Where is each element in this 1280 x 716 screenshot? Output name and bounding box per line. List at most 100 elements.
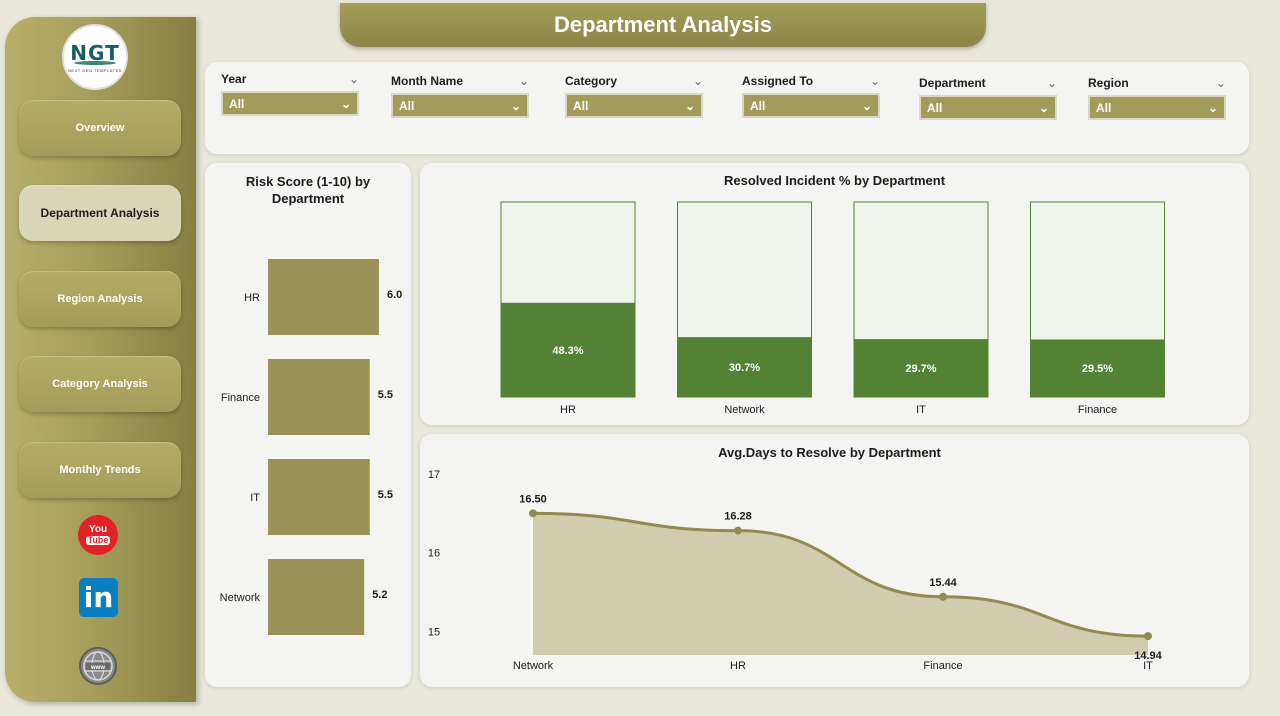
youtube-you-text: You — [88, 524, 108, 535]
resolved-category-label: Finance — [1078, 404, 1117, 416]
chevron-down-icon: ⌄ — [1207, 100, 1218, 115]
chevron-down-icon[interactable]: ⌄ — [1046, 76, 1057, 90]
y-tick-label: 16 — [428, 548, 440, 560]
avg-days-category-label: IT — [1143, 660, 1153, 672]
avg-days-category-label: Finance — [923, 660, 962, 672]
nav-department-analysis-button[interactable]: Department Analysis — [19, 185, 181, 241]
chevron-down-icon: ⌄ — [684, 98, 695, 113]
risk-category-label: Finance — [221, 392, 260, 404]
risk-bar-hr — [268, 259, 379, 335]
category-value: All — [573, 98, 589, 113]
chevron-down-icon: ⌄ — [340, 96, 351, 111]
chevron-down-icon: ⌄ — [510, 98, 521, 113]
filter-category-label: Category — [565, 74, 618, 88]
risk-value-label: 5.2 — [372, 589, 387, 601]
nav-category-analysis-button[interactable]: Category Analysis — [19, 356, 181, 412]
avg-days-line — [532, 511, 1149, 638]
nav-monthly-trends-button[interactable]: Monthly Trends — [19, 442, 181, 498]
resolved-incident-chart-title: Resolved Incident % by Department — [723, 173, 946, 188]
filter-month-label: Month Name — [391, 74, 463, 88]
globe-icon: www — [83, 651, 113, 681]
risk-score-bar-chart: HR 6.0 Finance 5.5 IT 5.5 Network 5.2 — [220, 259, 402, 635]
filter-region: Region ⌄ All ⌄ — [1088, 76, 1226, 120]
risk-bar-it — [268, 459, 370, 535]
resolved-category-label: HR — [560, 404, 576, 416]
avg-days-point — [939, 592, 947, 601]
risk-value-label: 6.0 — [387, 289, 402, 301]
risk-bar-network — [268, 559, 365, 635]
category-dropdown[interactable]: All ⌄ — [565, 93, 703, 118]
risk-title-line2: Department — [271, 191, 345, 206]
region-value: All — [1096, 100, 1112, 115]
department-dropdown[interactable]: All ⌄ — [919, 95, 1057, 120]
website-globe-icon[interactable]: www — [79, 647, 117, 685]
y-tick-label: 15 — [428, 626, 440, 638]
youtube-icon[interactable]: You Tube — [78, 515, 118, 555]
region-dropdown[interactable]: All ⌄ — [1088, 95, 1226, 120]
resolved-category-label: Network — [724, 404, 765, 416]
resolved-value-label: 48.3% — [552, 345, 583, 357]
avg-days-value-label: 15.44 — [929, 577, 957, 589]
ngt-logo: NGT NEXT GEN TEMPLATES — [62, 24, 128, 90]
chevron-down-icon[interactable]: ⌄ — [869, 74, 880, 88]
risk-category-label: HR — [244, 292, 260, 304]
chevron-down-icon[interactable]: ⌄ — [518, 74, 529, 88]
nav-region-analysis-button[interactable]: Region Analysis — [19, 271, 181, 327]
avg-days-point — [529, 509, 537, 518]
chevron-down-icon: ⌄ — [861, 98, 872, 113]
avg-days-area — [533, 513, 1148, 655]
logo-subtext: NEXT GEN TEMPLATES — [68, 68, 122, 73]
avg-days-point — [1144, 632, 1152, 641]
avg-days-point — [734, 526, 742, 535]
resolved-bar-network — [677, 337, 812, 397]
assigned-to-dropdown[interactable]: All ⌄ — [742, 93, 880, 118]
risk-score-chart-panel: Risk Score (1-10) by Department HR 6.0 Fin… — [205, 163, 411, 687]
avg-days-value-label: 16.28 — [724, 511, 752, 523]
department-value: All — [927, 100, 943, 115]
risk-bar-finance — [268, 359, 370, 435]
chevron-down-icon[interactable]: ⌄ — [348, 72, 359, 86]
avg-days-value-label: 14.94 — [1134, 650, 1162, 662]
resolved-bar-it — [854, 339, 988, 397]
linkedin-icon[interactable]: in — [79, 578, 118, 617]
risk-title-line1: Risk Score (1-10) by — [245, 174, 371, 189]
resolved-value-label: 29.5% — [1082, 363, 1113, 375]
filter-assigned-to: Assigned To ⌄ All ⌄ — [742, 74, 880, 118]
risk-value-label: 5.5 — [378, 389, 393, 401]
linkedin-text: in — [83, 581, 114, 614]
chevron-down-icon[interactable]: ⌄ — [692, 74, 703, 88]
filter-department-label: Department — [919, 76, 986, 90]
resolved-bar-finance — [1030, 339, 1165, 397]
avg-days-category-label: Network — [513, 660, 554, 672]
nav-overview-button[interactable]: Overview — [19, 100, 181, 156]
chevron-down-icon[interactable]: ⌄ — [1215, 76, 1226, 90]
year-dropdown[interactable]: All ⌄ — [221, 91, 359, 116]
month-value: All — [399, 98, 415, 113]
avg-days-area-chart: 17 16 15 16.50 Network 16.28 HR 15.44 Finance 14.… — [428, 469, 1163, 672]
year-value: All — [229, 96, 245, 111]
sidebar: NGT NEXT GEN TEMPLATES Overview Departme… — [5, 17, 196, 702]
resolved-category-label: IT — [916, 404, 926, 416]
filter-assigned-label: Assigned To — [742, 74, 814, 88]
filter-year: Year ⌄ All ⌄ — [221, 72, 359, 116]
risk-value-label: 5.5 — [378, 489, 393, 501]
risk-score-chart-title: Risk Score (1-10) by Department — [205, 173, 411, 207]
risk-category-label: IT — [250, 492, 260, 504]
page-title: Department Analysis — [340, 3, 986, 47]
filter-department: Department ⌄ All ⌄ — [919, 76, 1057, 120]
resolved-incident-bar-chart: 48.3% HR 30.7% Network 29.7% IT 29.5% Finance — [500, 201, 1165, 416]
chevron-down-icon: ⌄ — [1038, 100, 1049, 115]
avg-days-value-label: 16.50 — [519, 493, 547, 505]
logo-swoosh — [74, 61, 116, 65]
filter-region-label: Region — [1088, 76, 1129, 90]
avg-days-chart-panel: Avg.Days to Resolve by Department 17 16 15… — [420, 434, 1249, 687]
risk-category-label: Network — [220, 592, 261, 604]
filter-panel: Year ⌄ All ⌄ Month Name ⌄ All ⌄ Category ⌄ Al… — [205, 62, 1249, 154]
youtube-tube-text: Tube — [85, 535, 111, 545]
resolved-bar-hr — [501, 302, 635, 397]
resolved-incident-chart-panel: Resolved Incident % by Department 48.3% H… — [420, 163, 1249, 425]
month-name-dropdown[interactable]: All ⌄ — [391, 93, 529, 118]
avg-days-chart-title: Avg.Days to Resolve by Department — [718, 445, 941, 460]
y-tick-label: 17 — [428, 469, 440, 481]
resolved-value-label: 29.7% — [905, 363, 936, 375]
